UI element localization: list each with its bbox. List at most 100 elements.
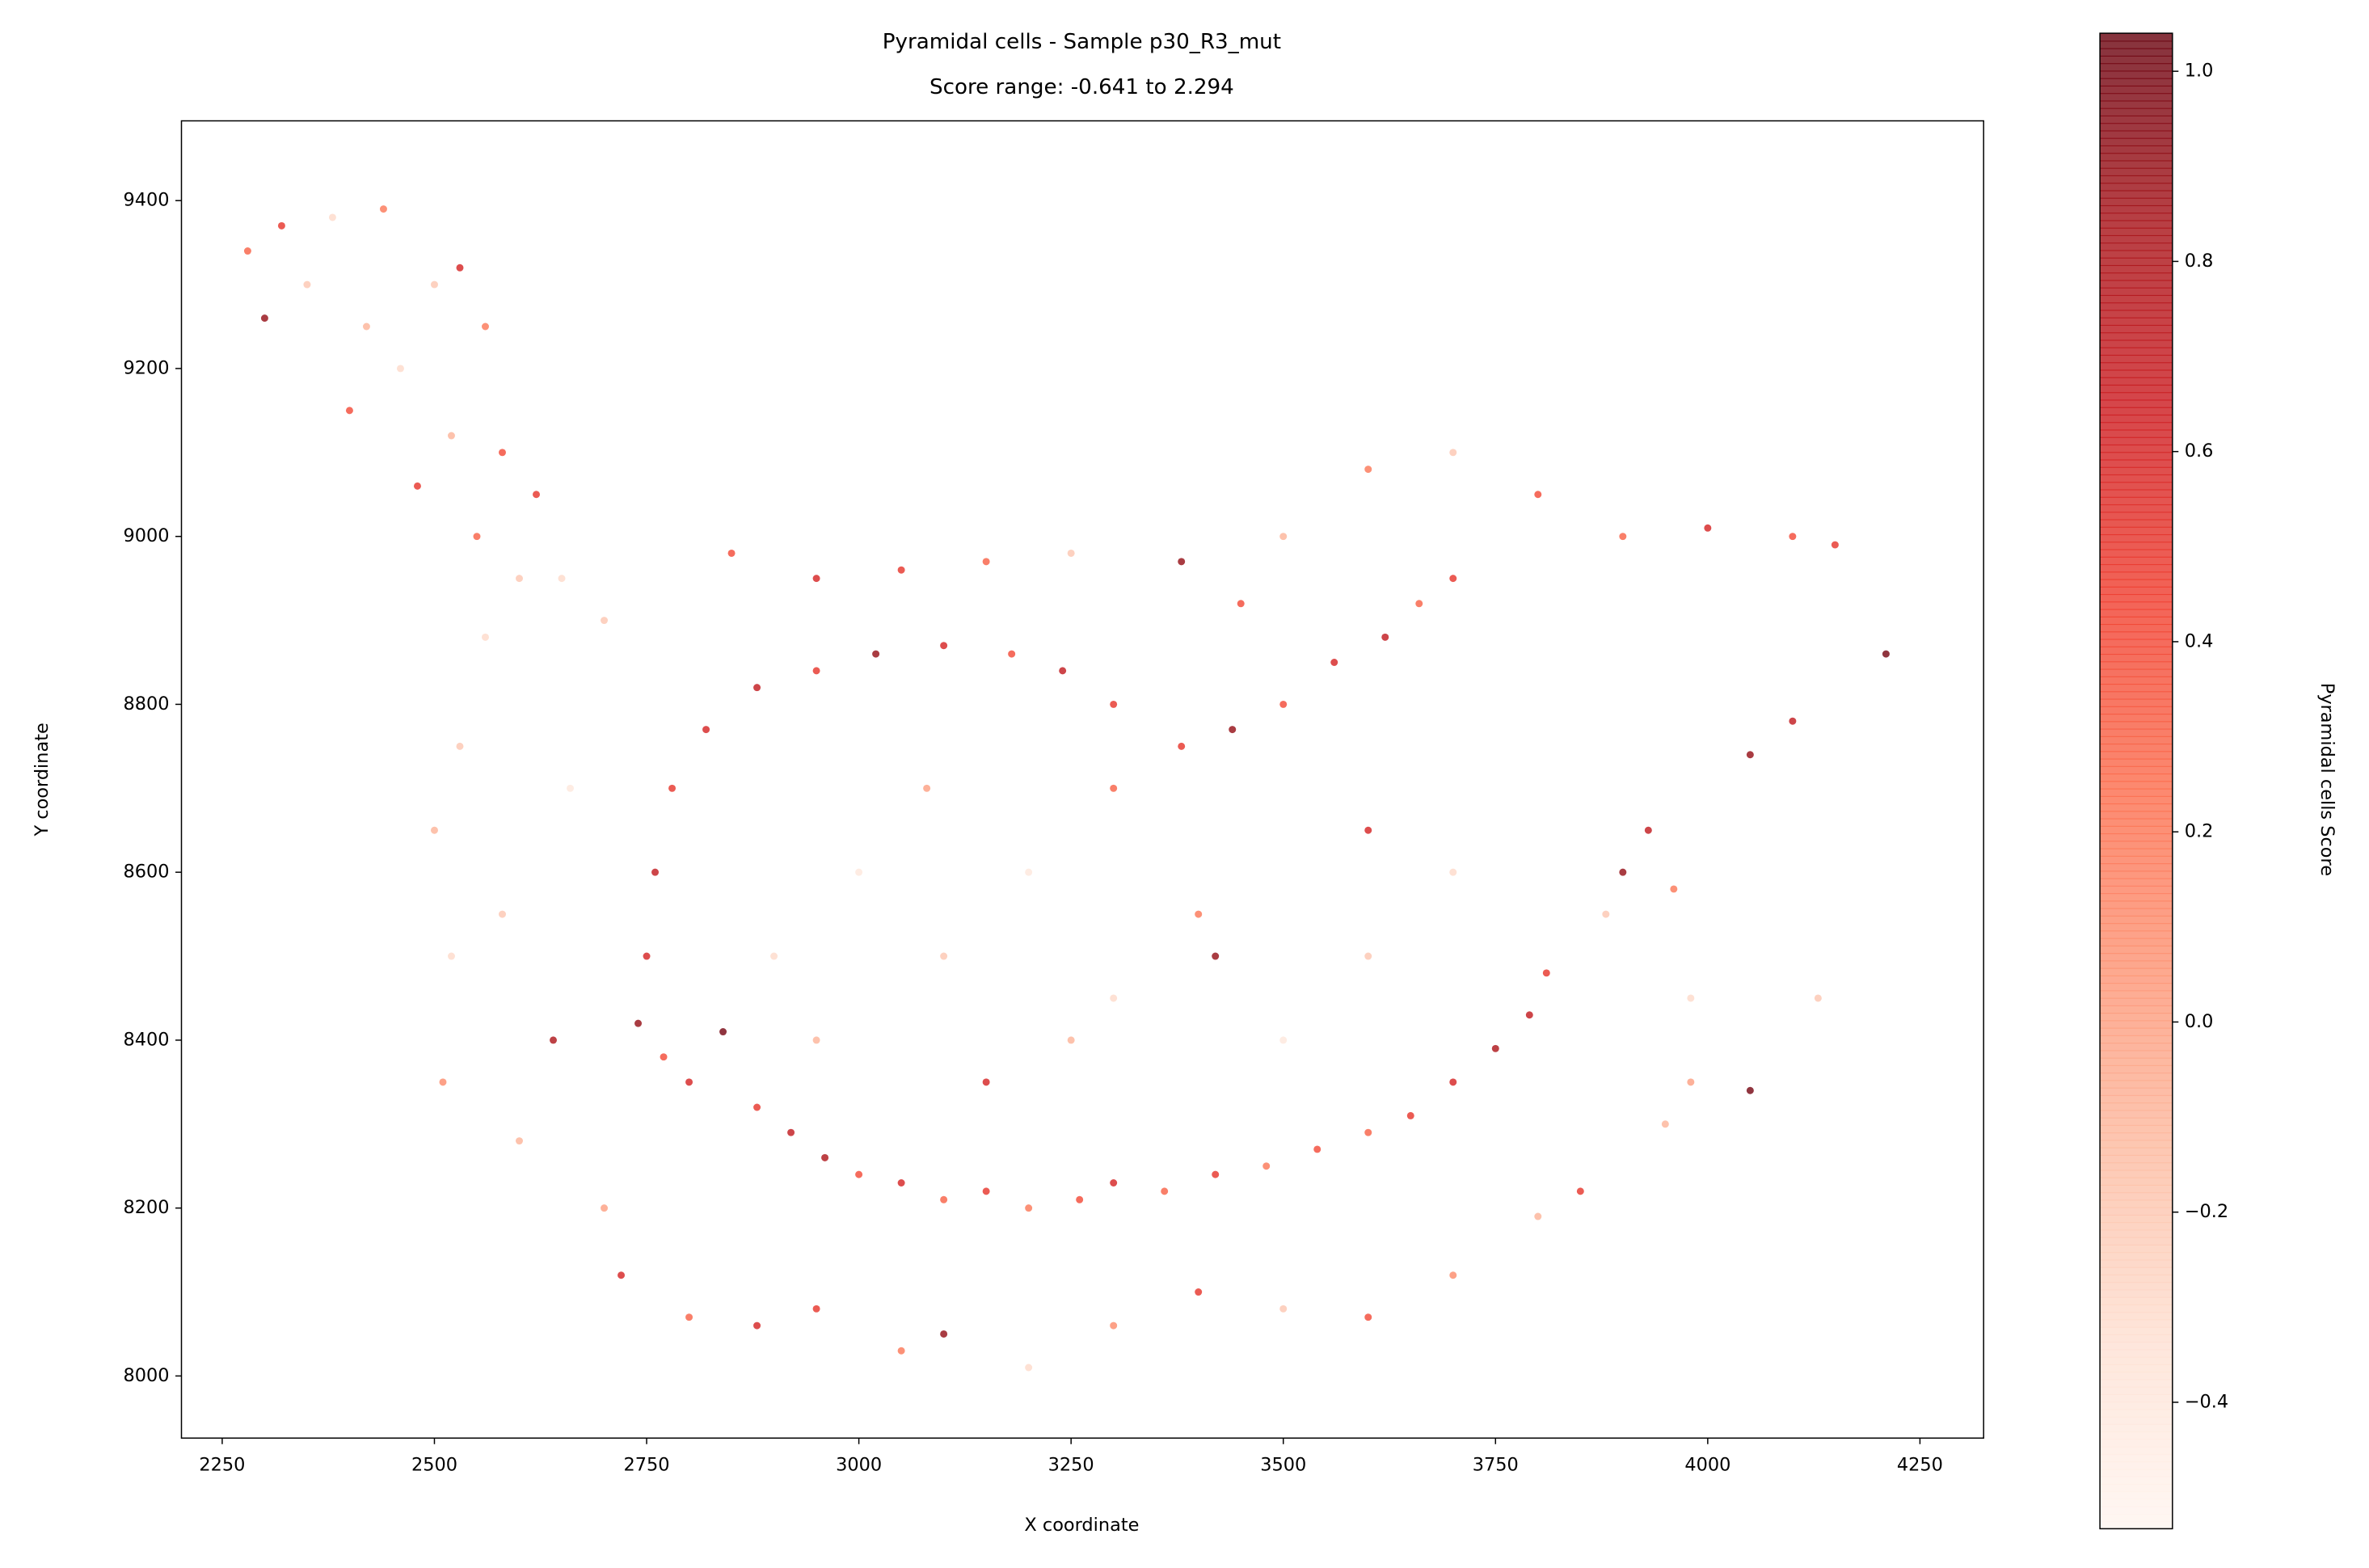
colorbar-segment xyxy=(2100,1372,2173,1380)
point xyxy=(601,617,609,625)
colorbar-segment xyxy=(2100,466,2173,476)
y-tick-label: 8800 xyxy=(124,693,170,714)
colorbar-segment xyxy=(2100,1252,2173,1261)
point xyxy=(1025,1364,1033,1372)
colorbar-segment xyxy=(2100,833,2173,842)
point xyxy=(812,667,820,675)
point xyxy=(1364,1313,1372,1321)
point xyxy=(1619,533,1627,541)
colorbar-segment xyxy=(2100,1222,2173,1231)
colorbar-segment xyxy=(2100,1356,2173,1365)
point xyxy=(482,322,489,331)
colorbar-segment xyxy=(2100,452,2173,461)
colorbar-segment xyxy=(2100,93,2173,102)
colorbar-segment xyxy=(2100,1282,2173,1291)
colorbar-segment xyxy=(2100,504,2173,513)
point xyxy=(345,407,353,415)
point xyxy=(1178,742,1186,750)
colorbar-segment xyxy=(2100,1498,2173,1507)
point xyxy=(303,280,311,289)
point xyxy=(1279,533,1288,541)
colorbar-segment xyxy=(2100,1110,2173,1119)
colorbar-segment xyxy=(2100,1304,2173,1313)
colorbar-segment xyxy=(2100,1423,2173,1433)
point xyxy=(1661,1120,1669,1128)
colorbar-segment xyxy=(2100,938,2173,946)
colorbar-segment xyxy=(2100,1013,2173,1022)
colorbar-segment xyxy=(2100,616,2173,626)
point xyxy=(1644,826,1652,834)
colorbar-segment xyxy=(2100,310,2173,318)
colorbar-segment xyxy=(2100,272,2173,281)
colorbar-segment xyxy=(2100,1446,2173,1456)
point xyxy=(601,1204,609,1212)
colorbar-segment xyxy=(2100,1087,2173,1096)
colorbar-segment xyxy=(2100,1491,2173,1500)
colorbar-segment xyxy=(2100,781,2173,790)
point xyxy=(379,205,387,213)
point xyxy=(812,1305,820,1313)
colorbar-segment xyxy=(2100,855,2173,865)
colorbar-segment xyxy=(2100,1274,2173,1283)
point xyxy=(855,868,863,876)
colorbar-segment xyxy=(2100,623,2173,633)
colorbar-segment xyxy=(2100,317,2173,327)
point xyxy=(982,1078,990,1086)
colorbar-segment xyxy=(2100,795,2173,805)
colorbar-segment xyxy=(2100,818,2173,827)
point xyxy=(1789,717,1797,725)
point xyxy=(1110,994,1118,1002)
point xyxy=(1262,1162,1271,1170)
point xyxy=(456,742,464,750)
colorbar-segment xyxy=(2100,332,2173,341)
point xyxy=(1687,994,1695,1002)
colorbar-segment xyxy=(2100,975,2173,984)
y-tick-label: 9000 xyxy=(124,525,170,546)
colorbar-segment xyxy=(2100,1379,2173,1388)
point xyxy=(1406,1111,1414,1119)
colorbar-segment xyxy=(2100,646,2173,655)
x-tick-label: 3750 xyxy=(1473,1454,1519,1475)
colorbar-tick-label: 0.2 xyxy=(2185,821,2214,842)
colorbar-segment xyxy=(2100,474,2173,483)
colorbar-segment xyxy=(2100,1073,2173,1081)
colorbar-segment xyxy=(2100,691,2173,700)
point xyxy=(897,1347,905,1355)
point xyxy=(482,633,489,641)
colorbar-segment xyxy=(2100,1140,2173,1149)
point xyxy=(1449,575,1457,583)
x-tick-label: 4000 xyxy=(1684,1454,1730,1475)
point xyxy=(1364,466,1372,474)
colorbar-tick-label: 1.0 xyxy=(2185,61,2214,82)
colorbar-segment xyxy=(2100,183,2173,192)
point xyxy=(1449,868,1457,876)
point xyxy=(753,1103,761,1111)
point xyxy=(1449,449,1457,457)
point xyxy=(499,449,506,457)
colorbar-segment xyxy=(2100,736,2173,745)
point xyxy=(1025,868,1033,876)
point xyxy=(1882,650,1890,658)
point xyxy=(430,280,438,289)
colorbar-segment xyxy=(2100,870,2173,879)
colorbar-segment xyxy=(2100,264,2173,274)
colorbar-segment xyxy=(2100,706,2173,715)
colorbar-segment xyxy=(2100,175,2173,184)
colorbar-segment xyxy=(2100,878,2173,887)
colorbar-segment xyxy=(2100,324,2173,334)
colorbar-segment xyxy=(2100,1439,2173,1448)
point xyxy=(1364,826,1372,834)
point xyxy=(1704,524,1712,532)
colorbar-segment xyxy=(2100,137,2173,147)
colorbar-segment xyxy=(2100,414,2173,424)
colorbar-segment xyxy=(2100,1334,2173,1343)
colorbar-segment xyxy=(2100,1080,2173,1089)
point xyxy=(1067,549,1075,557)
colorbar-segment xyxy=(2100,579,2173,588)
colorbar-segment xyxy=(2100,107,2173,117)
colorbar-segment xyxy=(2100,1094,2173,1104)
x-tick-label: 3000 xyxy=(836,1454,882,1475)
colorbar-tick-label: 0.0 xyxy=(2185,1011,2214,1032)
colorbar-segment xyxy=(2100,250,2173,259)
